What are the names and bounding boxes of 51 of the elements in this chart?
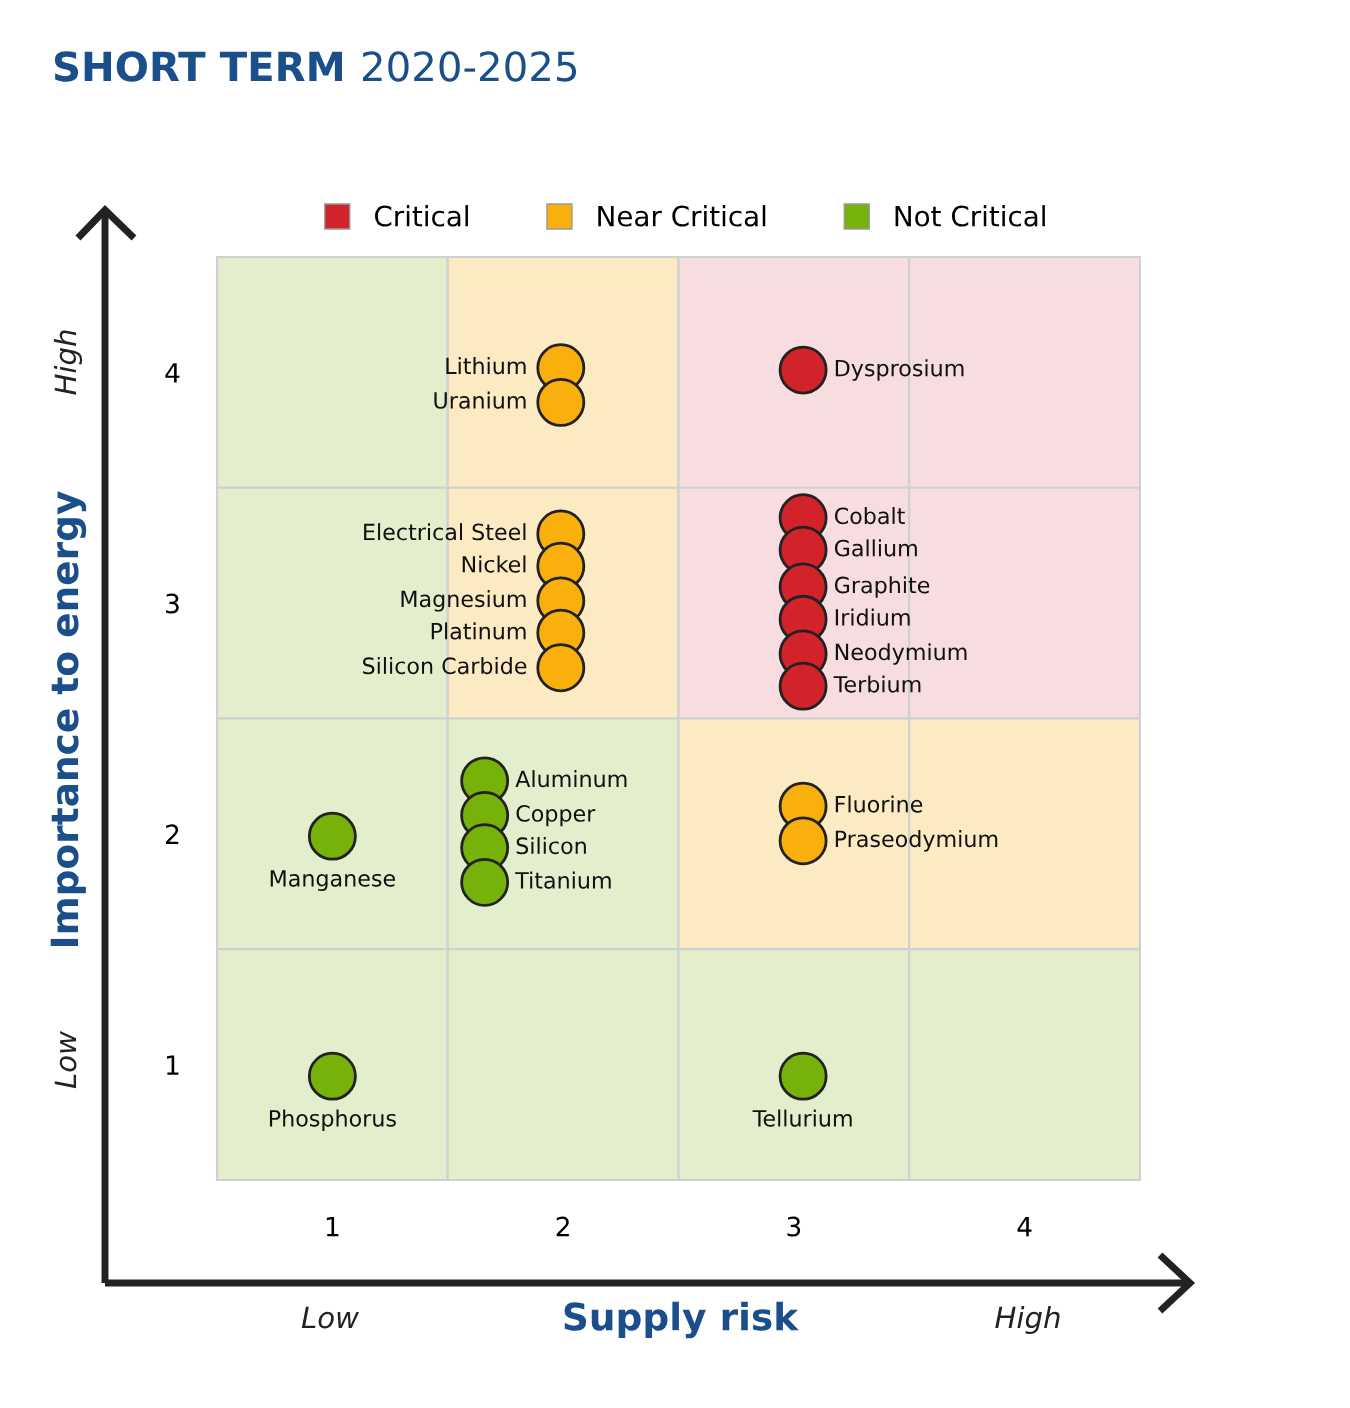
annotation: Graphite (834, 576, 930, 598)
chart-subtitle: 2020-2025 (362, 51, 577, 82)
point (536, 643, 586, 693)
annotation: Uranium (434, 391, 526, 409)
text: Low (54, 1031, 77, 1089)
annotation: Iridium (835, 608, 910, 626)
annotation: Lithium (446, 357, 526, 375)
point (536, 377, 586, 427)
text: High (53, 330, 83, 395)
point (460, 857, 510, 907)
point (307, 1051, 357, 1101)
chart-title: SHORT TERM (54, 51, 343, 82)
annotation: Gallium (834, 539, 917, 557)
annotation: Electrical Steel (364, 523, 526, 541)
x-tick-label: 4 (1017, 1216, 1032, 1237)
point (778, 1051, 828, 1101)
annotation: Praseodymium (835, 830, 998, 852)
x-tick-label: 1 (326, 1216, 339, 1237)
annotation: Aluminum (515, 770, 627, 788)
annotation: Magnesium (401, 590, 526, 612)
y-axis-title: Importance to energy (50, 491, 87, 946)
annotation: Silicon (516, 836, 586, 855)
y-tick-label: 3 (166, 593, 179, 614)
annotation: Terbium (833, 675, 921, 693)
annotation: Neodymium (835, 643, 967, 665)
point (778, 345, 828, 395)
point (307, 811, 357, 861)
annotation: Dysprosium (835, 359, 964, 381)
point (778, 816, 828, 866)
annotation: Titanium (515, 871, 611, 889)
annotation: Manganese (270, 870, 395, 892)
annotation: Fluorine (835, 795, 923, 813)
x-tick-label: 3 (787, 1216, 801, 1237)
annotation: Platinum (431, 622, 526, 640)
annotation: Cobalt (834, 506, 905, 525)
point (778, 661, 828, 711)
annotation: Phosphorus (269, 1109, 396, 1131)
annotation: Silicon Carbide (363, 656, 527, 675)
x-tick-label: 2 (556, 1216, 569, 1237)
annotation: Tellurium (752, 1109, 852, 1127)
text: Low (301, 1306, 359, 1329)
y-tick-label: 1 (167, 1055, 179, 1075)
y-tick-label: 4 (165, 363, 180, 383)
annotation: Nickel (462, 555, 526, 573)
text: High (995, 1305, 1060, 1335)
legend-label: Not Critical (895, 205, 1045, 227)
y-tick-label: 2 (166, 824, 179, 844)
x-axis-title: Supply risk (564, 1301, 799, 1339)
annotation: Copper (516, 805, 596, 827)
legend-label: Near Critical (598, 205, 766, 227)
legend-label: Critical (374, 205, 468, 227)
